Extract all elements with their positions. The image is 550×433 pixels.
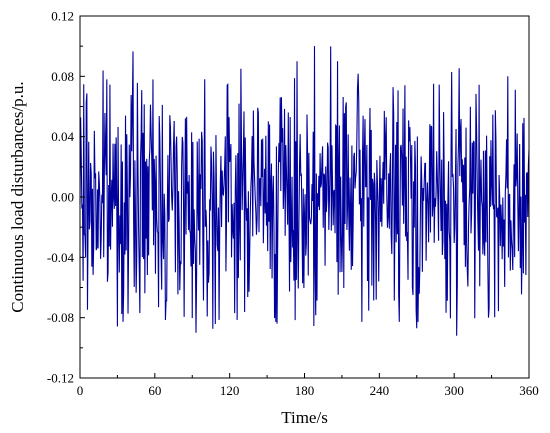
x-tick-label: 240 xyxy=(370,383,390,398)
x-tick-label: 0 xyxy=(77,383,84,398)
x-tick-label: 180 xyxy=(295,383,315,398)
ticks-layer: 0 60 120 180 240 300 360 -0.12 -0.08 -0.04 0.00 0.0… xyxy=(47,9,539,399)
y-tick-label: 0.12 xyxy=(51,9,74,24)
series-line-disturbance xyxy=(79,46,530,336)
x-axis-label: Time/s xyxy=(281,408,328,427)
y-tick-label: -0.08 xyxy=(47,310,74,325)
y-tick-label: -0.04 xyxy=(47,250,75,265)
x-tick-label: 120 xyxy=(220,383,240,398)
y-tick-label: 0.00 xyxy=(51,190,74,205)
series-layer xyxy=(79,46,530,336)
y-axis-label: Continuous load disturbances/p.u. xyxy=(8,81,27,312)
x-tick-label: 300 xyxy=(444,383,464,398)
plot-frame xyxy=(79,15,530,379)
y-tick-label: 0.04 xyxy=(51,129,74,144)
y-tick-label: 0.08 xyxy=(51,69,74,84)
y-tick-label: -0.12 xyxy=(47,371,74,386)
x-tick-label: 60 xyxy=(148,383,161,398)
x-tick-label: 360 xyxy=(519,383,539,398)
